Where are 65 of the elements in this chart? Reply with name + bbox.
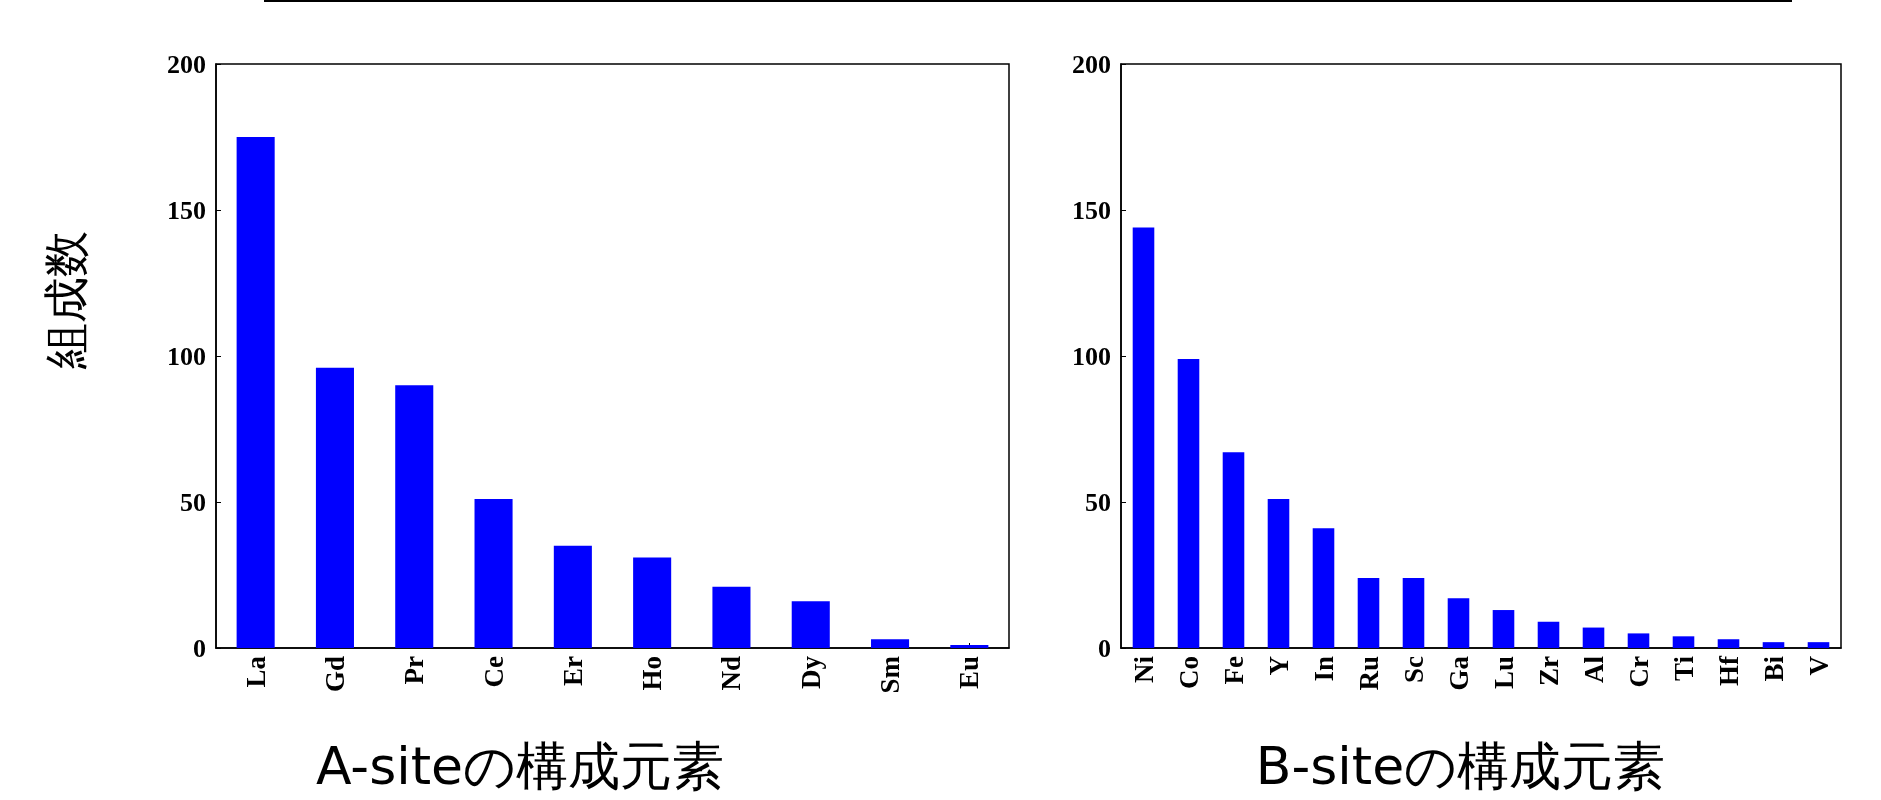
y-tick-label: 100: [167, 341, 206, 371]
x-tick-label: Fe: [1218, 655, 1249, 685]
x-axis-title: A-siteの構成元素: [315, 736, 725, 796]
x-tick-label: Sm: [875, 655, 906, 694]
x-tick-label: Hf: [1713, 655, 1744, 686]
bar: [633, 557, 672, 648]
x-axis-title: B-siteの構成元素: [1255, 736, 1666, 796]
x-tick-label: Nd: [716, 656, 747, 691]
y-tick-label: 0: [1098, 633, 1111, 663]
x-tick-label: Gd: [319, 656, 350, 693]
bar: [871, 639, 910, 648]
bar: [1177, 358, 1200, 648]
x-tick-label: Ti: [1668, 655, 1699, 682]
bar: [236, 137, 275, 648]
bar: [1537, 621, 1560, 648]
x-tick-label: La: [240, 655, 271, 688]
bar: [1807, 642, 1830, 648]
x-tick-label: In: [1308, 656, 1339, 682]
bar: [791, 601, 830, 648]
bar: [1492, 610, 1515, 648]
bar: [315, 367, 354, 648]
x-tick-label: Ce: [478, 655, 509, 688]
x-tick-label: Al: [1578, 655, 1609, 683]
bar: [950, 645, 989, 648]
bar: [553, 545, 592, 648]
bar: [1762, 642, 1785, 648]
y-tick-label: 150: [1072, 195, 1111, 225]
bar: [1222, 452, 1245, 648]
x-tick-label: Pr: [399, 655, 430, 685]
y-tick-label: 50: [180, 487, 206, 517]
y-tick-label: 200: [1072, 49, 1111, 79]
x-tick-label: Y: [1263, 656, 1294, 676]
y-axis-title: 組成数: [39, 231, 93, 370]
x-tick-label: Zr: [1533, 655, 1564, 686]
bar: [712, 586, 751, 648]
bar: [395, 385, 434, 648]
bar: [1672, 636, 1695, 648]
x-tick-label: Co: [1173, 656, 1204, 689]
bar: [1627, 633, 1650, 648]
bar: [1402, 577, 1425, 648]
x-tick-label: V: [1803, 655, 1834, 676]
y-tick-label: 0: [193, 633, 206, 663]
x-tick-label: Sc: [1398, 655, 1429, 683]
x-tick-label: Er: [557, 655, 588, 686]
bar: [474, 499, 513, 648]
x-tick-label: Ga: [1443, 655, 1474, 691]
x-tick-label: Cr: [1623, 655, 1654, 688]
y-tick-label: 150: [167, 195, 206, 225]
x-tick-label: Bi: [1758, 655, 1789, 682]
x-tick-label: Lu: [1488, 656, 1519, 690]
x-tick-label: Eu: [954, 656, 985, 690]
bar: [1312, 528, 1335, 648]
bar: [1447, 598, 1470, 648]
bar: [1582, 627, 1605, 648]
bar: [1717, 639, 1740, 648]
y-tick-label: 50: [1085, 487, 1111, 517]
x-tick-label: Ni: [1128, 655, 1159, 683]
y-tick-label: 200: [167, 49, 206, 79]
x-tick-label: Ho: [637, 656, 668, 691]
x-tick-label: Dy: [795, 655, 826, 689]
bar: [1357, 577, 1380, 648]
x-tick-label: Ru: [1353, 656, 1384, 691]
y-tick-label: 100: [1072, 341, 1111, 371]
bar: [1132, 227, 1155, 648]
bar: [1267, 499, 1290, 648]
